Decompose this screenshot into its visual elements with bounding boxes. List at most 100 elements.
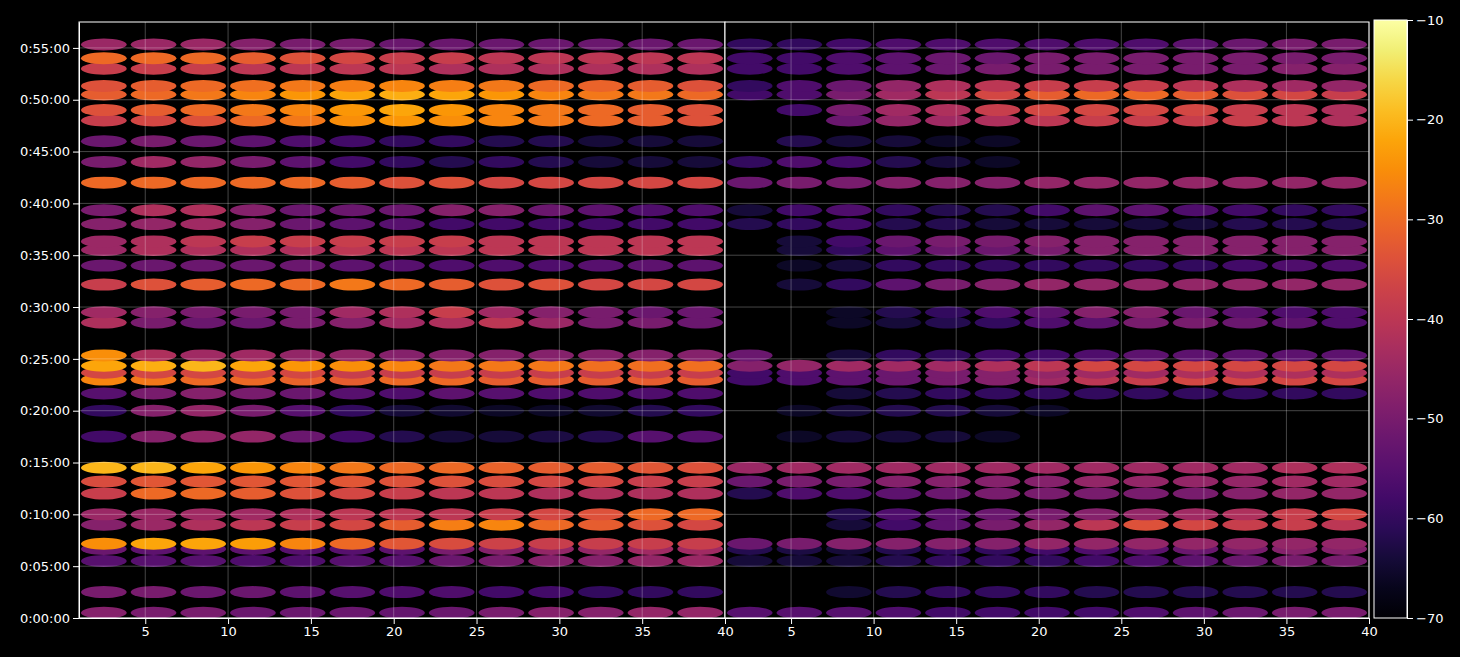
cell [479, 586, 525, 598]
cell [429, 204, 475, 216]
cell [230, 317, 276, 329]
cell [1222, 488, 1268, 500]
cell [280, 387, 326, 399]
cell [1272, 114, 1318, 126]
cell [925, 218, 971, 230]
cell [1321, 260, 1367, 272]
cell [975, 204, 1021, 216]
cell [528, 462, 574, 474]
cell [975, 260, 1021, 272]
cell [429, 235, 475, 247]
cell [925, 52, 971, 64]
cell [925, 63, 971, 75]
cell [578, 204, 624, 216]
cell [628, 38, 674, 50]
cell [578, 349, 624, 361]
cell [429, 349, 475, 361]
cell [1074, 360, 1120, 372]
cell [1321, 235, 1367, 247]
cell [81, 156, 127, 168]
tick-mark [1407, 319, 1413, 320]
cell [1272, 177, 1318, 189]
cell [1024, 80, 1070, 92]
cell [180, 387, 226, 399]
cell [479, 538, 525, 550]
cell [777, 177, 823, 189]
cell [1123, 104, 1169, 116]
cell [1222, 519, 1268, 531]
tick-label: −60 [1416, 511, 1443, 526]
cell [628, 260, 674, 272]
cell [479, 135, 525, 147]
cell [628, 279, 674, 291]
cell [180, 260, 226, 272]
tick: 0:50:00 [20, 92, 79, 107]
cell [578, 114, 624, 126]
cell [230, 135, 276, 147]
cell [180, 63, 226, 75]
cell [81, 104, 127, 116]
tick-label: 30 [1196, 624, 1213, 639]
cell [876, 156, 922, 168]
tick-label: 5 [142, 624, 150, 639]
grid-line-x [1121, 22, 1122, 618]
cell [81, 38, 127, 50]
cell [876, 260, 922, 272]
cell [528, 538, 574, 550]
cell [429, 52, 475, 64]
cell [180, 235, 226, 247]
tick-mark [73, 514, 79, 515]
cell [1272, 63, 1318, 75]
cell [429, 360, 475, 372]
cell [578, 555, 624, 567]
cell [1123, 218, 1169, 230]
plot-background [79, 22, 725, 618]
cell [180, 177, 226, 189]
cell [379, 156, 425, 168]
cell [727, 360, 773, 372]
tick-label: 35 [1279, 624, 1296, 639]
cell [677, 260, 723, 272]
cell [1272, 476, 1318, 488]
tick-label: 10 [866, 624, 883, 639]
cell [429, 538, 475, 550]
cell [429, 218, 475, 230]
cell [280, 52, 326, 64]
cell [1222, 114, 1268, 126]
cell [1024, 235, 1070, 247]
cell [131, 555, 177, 567]
cell [1024, 360, 1070, 372]
cell [1173, 52, 1219, 64]
cell [1272, 235, 1318, 247]
cell [280, 260, 326, 272]
cell [677, 349, 723, 361]
grid-line-x [228, 22, 229, 618]
cell [280, 519, 326, 531]
cell [479, 462, 525, 474]
cell [876, 476, 922, 488]
cell [677, 63, 723, 75]
tick-mark [1407, 219, 1413, 220]
cell [727, 80, 773, 92]
cell [628, 135, 674, 147]
tick-label: −40 [1416, 312, 1443, 327]
tick-label: 0:40:00 [20, 196, 70, 211]
cell [1321, 555, 1367, 567]
cell [479, 306, 525, 318]
cell [81, 218, 127, 230]
tick: 0:10:00 [20, 507, 79, 522]
cell [280, 218, 326, 230]
cell [1321, 387, 1367, 399]
cell [230, 52, 276, 64]
cell [479, 52, 525, 64]
cell [131, 156, 177, 168]
cell [826, 279, 872, 291]
cell [628, 80, 674, 92]
cell [975, 462, 1021, 474]
tick-label: 15 [948, 624, 965, 639]
cell [1321, 80, 1367, 92]
cell [628, 519, 674, 531]
cell [925, 156, 971, 168]
cell [528, 488, 574, 500]
cell [1123, 63, 1169, 75]
